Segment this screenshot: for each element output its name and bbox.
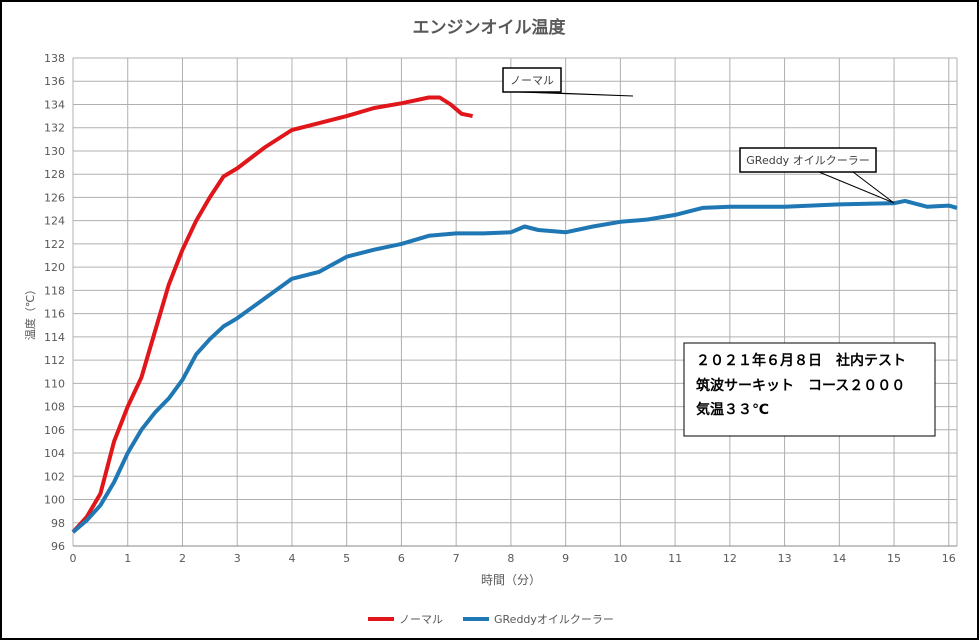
x-tick-labels: 0 1 2 3 4 5 6 7 8 9 10 11 12 13 14 15 16: [70, 552, 956, 565]
x-tick-label: 4: [288, 552, 295, 565]
callout-pointer-greddy: [818, 171, 895, 204]
x-tick-label: 8: [507, 552, 514, 565]
x-tick-label: 6: [398, 552, 405, 565]
y-tick-label: 118: [44, 284, 65, 297]
series-line-normal: [71, 95, 474, 534]
legend: ノーマル GReddyオイルクーラー: [368, 613, 614, 626]
x-tick-label: 7: [453, 552, 460, 565]
y-tick-label: 96: [51, 540, 65, 553]
gridlines: [72, 57, 958, 547]
x-tick-label: 13: [778, 552, 792, 565]
note-box-border: [683, 342, 936, 437]
y-tick-labels: 96 98 100 102 104 106 108 110 112 114 116 118 120 122…: [44, 52, 65, 553]
callouts: ノーマル GReddy オイルクーラー: [502, 67, 895, 204]
x-axis-label: 時間（分）: [481, 573, 541, 587]
y-axis-label: 温度（℃）: [23, 284, 37, 340]
y-tick-label: 100: [44, 494, 65, 507]
callout-label-greddy: GReddy オイルクーラー: [746, 154, 869, 167]
chart-title: エンジンオイル温度: [413, 17, 567, 38]
y-tick-label: 124: [44, 215, 65, 228]
legend-label-greddy: GReddyオイルクーラー: [494, 613, 614, 626]
y-tick-label: 136: [44, 75, 65, 88]
y-tick-label: 102: [44, 470, 65, 483]
legend-label-normal: ノーマル: [399, 613, 443, 626]
y-tick-label: 132: [44, 122, 65, 135]
note-line-1: ２０２１年６月８日 社内テスト: [696, 352, 906, 369]
y-tick-label: 120: [44, 261, 65, 274]
x-tick-label: 2: [179, 552, 186, 565]
note-box: ２０２１年６月８日 社内テスト 筑波サーキット コース２０００ 気温３３℃: [683, 342, 936, 437]
note-line-3: 気温３３℃: [696, 401, 769, 418]
callout-label-normal: ノーマル: [510, 74, 554, 87]
x-tick-label: 3: [234, 552, 241, 565]
y-tick-label: 98: [51, 517, 65, 530]
x-tick-label: 9: [562, 552, 569, 565]
x-tick-label: 0: [70, 552, 77, 565]
y-tick-label: 104: [44, 447, 65, 460]
x-tick-label: 16: [942, 552, 956, 565]
x-tick-label: 12: [723, 552, 737, 565]
y-tick-label: 130: [44, 145, 65, 158]
x-tick-label: 1: [124, 552, 131, 565]
callout-box-normal: [502, 67, 562, 93]
x-tick-label: 10: [613, 552, 627, 565]
y-tick-label: 138: [44, 52, 65, 65]
x-tick-label: 11: [668, 552, 682, 565]
y-tick-label: 106: [44, 424, 65, 437]
note-line-2: 筑波サーキット コース２０００: [696, 377, 905, 394]
y-tick-label: 134: [44, 98, 65, 111]
y-tick-label: 128: [44, 168, 65, 181]
y-tick-label: 114: [44, 331, 65, 344]
y-tick-label: 112: [44, 354, 65, 367]
x-tick-label: 15: [887, 552, 901, 565]
y-tick-label: 116: [44, 308, 65, 321]
y-tick-label: 126: [44, 191, 65, 204]
y-tick-label: 108: [44, 401, 65, 414]
series-line-greddy: [71, 198, 958, 534]
series-lines: [71, 95, 958, 534]
y-tick-label: 122: [44, 238, 65, 251]
x-tick-label: 5: [343, 552, 350, 565]
x-tick-label: 14: [832, 552, 846, 565]
y-tick-label: 110: [44, 377, 65, 390]
callout-box-greddy: [739, 147, 877, 173]
